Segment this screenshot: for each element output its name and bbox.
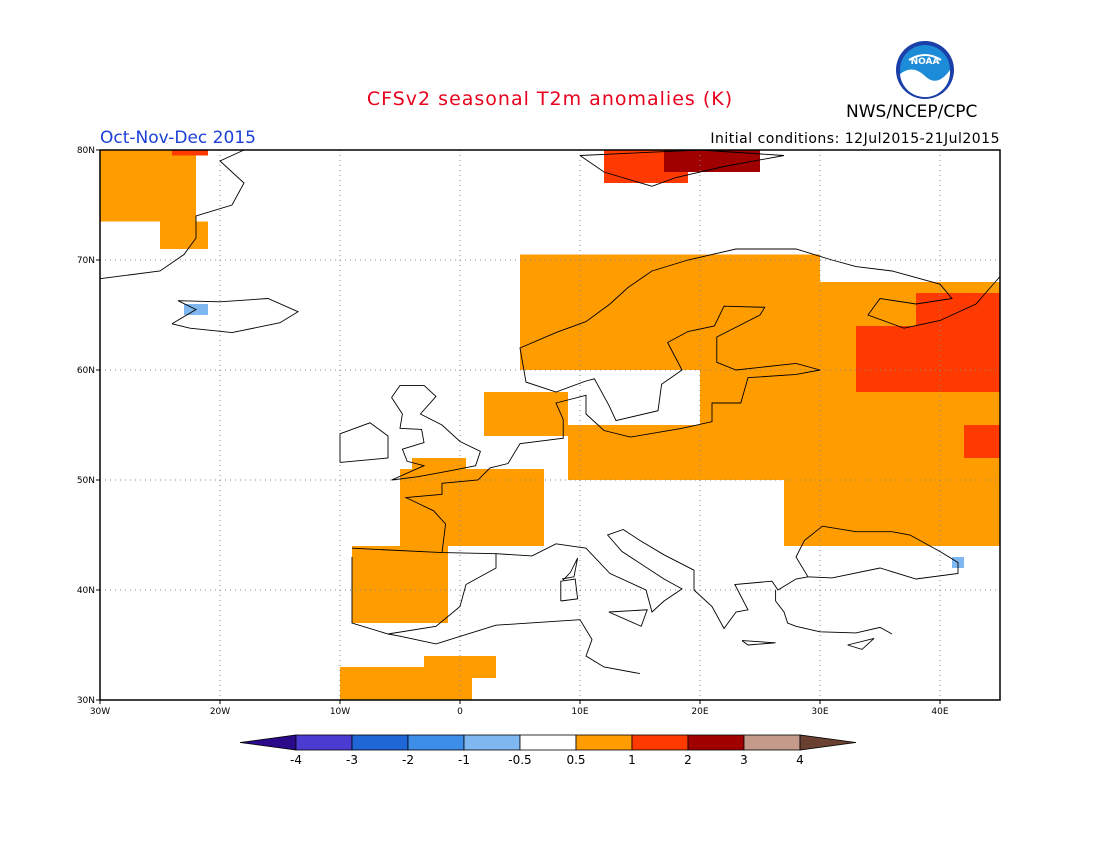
coastline bbox=[339, 422, 389, 463]
colorbar-swatch bbox=[743, 734, 801, 751]
colorbar-label: 2 bbox=[684, 753, 692, 767]
anomaly-region-warm1 bbox=[352, 546, 448, 623]
coastline bbox=[741, 640, 776, 646]
anomaly-regions bbox=[100, 150, 1000, 700]
anomaly-region-warm2 bbox=[172, 150, 208, 156]
coastline bbox=[387, 619, 641, 675]
coastline bbox=[404, 248, 1001, 553]
coastline bbox=[560, 578, 579, 602]
colorbar-swatch bbox=[631, 734, 689, 751]
noaa-logo: NOAA bbox=[896, 41, 954, 99]
anomaly-region-warm1 bbox=[484, 392, 568, 436]
coastline bbox=[351, 547, 497, 635]
lon-tick-label: 0 bbox=[457, 707, 463, 717]
colorbar-swatch bbox=[295, 734, 353, 751]
lon-tick-label: 30W bbox=[90, 707, 110, 717]
lon-tick-label: 40E bbox=[931, 707, 948, 717]
colorbar-label: -3 bbox=[346, 753, 358, 767]
colorbar-label: 3 bbox=[740, 753, 748, 767]
noaa-logo-text: NOAA bbox=[911, 57, 940, 67]
coastline bbox=[775, 590, 893, 635]
forecast-period: Oct-Nov-Dec 2015 bbox=[100, 128, 256, 148]
coastline bbox=[847, 637, 875, 650]
colorbar-swatch bbox=[687, 734, 745, 751]
colorbar-swatch bbox=[519, 734, 577, 751]
colorbar-label: -0.5 bbox=[508, 753, 531, 767]
map-frame bbox=[99, 149, 1001, 701]
coastline bbox=[579, 149, 785, 187]
colorbar-swatch bbox=[575, 734, 633, 751]
lat-tick-label: 40N bbox=[77, 586, 95, 596]
lat-tick-label: 30N bbox=[77, 696, 95, 706]
coastline bbox=[391, 384, 481, 481]
lon-tick-label: 10W bbox=[330, 707, 350, 717]
anomaly-region-warm3 bbox=[664, 150, 760, 172]
lon-tick-label: 10E bbox=[571, 707, 588, 717]
anomaly-region-warm1 bbox=[100, 150, 196, 222]
lon-tick-label: 20W bbox=[210, 707, 230, 717]
colorbar-arrow-right bbox=[799, 734, 857, 751]
colorbar-label: -1 bbox=[458, 753, 470, 767]
coastline bbox=[99, 149, 245, 280]
lat-tick-label: 60N bbox=[77, 366, 95, 376]
graticule bbox=[100, 150, 1000, 700]
colorbar-label: 4 bbox=[796, 753, 804, 767]
colorbar-swatch bbox=[351, 734, 409, 751]
anomaly-region-warm1 bbox=[412, 458, 466, 480]
coastline bbox=[608, 609, 648, 627]
lat-tick-label: 70N bbox=[77, 256, 95, 266]
anomaly-region-warm2 bbox=[964, 425, 1000, 458]
chart-title: CFSv2 seasonal T2m anomalies (K) bbox=[366, 88, 734, 110]
colorbar: -4 -3 -2 -1 -0.5 0.5 1 2 3 4 bbox=[239, 734, 857, 767]
anomaly-region-warm1 bbox=[424, 656, 496, 678]
axis-ticks: 30W 20W 10W 0 10E 20E 30E 40E 30N 40N 50N 60N 70N 80N bbox=[77, 146, 949, 717]
colorbar-swatch bbox=[407, 734, 465, 751]
coastlines bbox=[99, 149, 1001, 675]
lon-tick-label: 20E bbox=[691, 707, 708, 717]
colorbar-swatch bbox=[463, 734, 521, 751]
colorbar-label: 0.5 bbox=[566, 753, 585, 767]
coastline bbox=[171, 298, 299, 334]
initial-conditions: Initial conditions: 12Jul2015-21Jul2015 bbox=[710, 131, 1000, 147]
anomaly-region-warm1 bbox=[160, 221, 208, 249]
organization-label: NWS/NCEP/CPC bbox=[846, 102, 978, 122]
coastline bbox=[495, 525, 959, 630]
lat-tick-label: 50N bbox=[77, 476, 95, 486]
lon-tick-label: 30E bbox=[811, 707, 828, 717]
anomaly-region-warm2 bbox=[916, 293, 1000, 370]
colorbar-label: -2 bbox=[402, 753, 414, 767]
lat-tick-label: 80N bbox=[77, 146, 95, 156]
colorbar-label: 1 bbox=[628, 753, 636, 767]
coastline bbox=[561, 557, 579, 581]
colorbar-arrow-left bbox=[239, 734, 297, 751]
anomaly-region-warm1 bbox=[400, 469, 544, 546]
colorbar-label: -4 bbox=[290, 753, 302, 767]
